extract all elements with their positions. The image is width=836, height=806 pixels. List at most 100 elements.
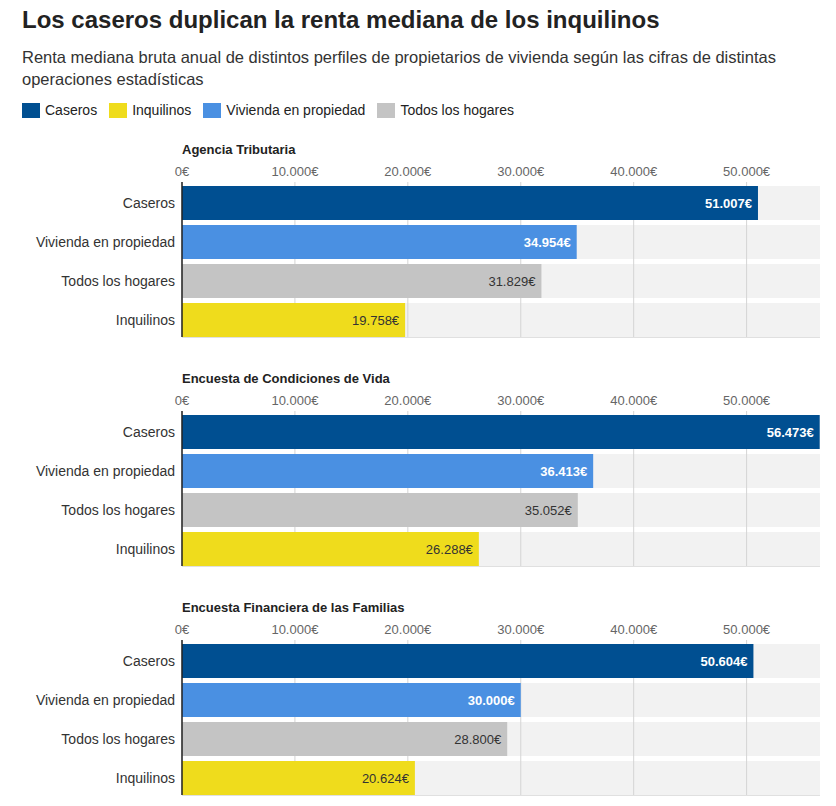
tick-label: 10.000€: [271, 622, 319, 637]
bar-track: [182, 225, 820, 259]
data-label: 50.604€: [700, 654, 747, 669]
legend-swatch: [203, 103, 221, 118]
data-label: 26.288€: [426, 542, 474, 557]
category-label: Todos los hogares: [61, 273, 175, 289]
tick-label: 30.000€: [497, 393, 545, 408]
panel-title: Encuesta de Condiciones de Vida: [182, 371, 391, 386]
data-label: 31.829€: [488, 274, 536, 289]
panel-title: Encuesta Financiera de las Familias: [182, 600, 405, 615]
category-label: Inquilinos: [116, 312, 175, 328]
tick-label: 30.000€: [497, 164, 545, 179]
bar-track: [182, 264, 820, 298]
category-label: Inquilinos: [116, 541, 175, 557]
tick-label: 10.000€: [271, 164, 319, 179]
bar: [182, 761, 415, 795]
category-label: Vivienda en propiedad: [36, 234, 175, 250]
tick-label: 20.000€: [384, 164, 432, 179]
bar: [182, 722, 507, 756]
bar-track: [182, 722, 820, 756]
tick-label: 10.000€: [271, 393, 319, 408]
legend-item: Inquilinos: [109, 102, 191, 118]
data-label: 19.758€: [352, 313, 400, 328]
tick-label: 40.000€: [610, 622, 658, 637]
tick-label: 20.000€: [384, 393, 432, 408]
axis-line: [182, 337, 820, 338]
axis-line: [181, 182, 183, 337]
legend-label: Inquilinos: [132, 102, 191, 118]
bar: [182, 683, 521, 717]
panel-title: Agencia Tributaria: [182, 142, 296, 157]
tick-label: 40.000€: [610, 164, 658, 179]
tick-label: 50.000€: [723, 164, 771, 179]
data-label: 34.954€: [524, 235, 571, 250]
grid-line: [182, 411, 183, 566]
category-label: Todos los hogares: [61, 502, 175, 518]
category-label: Vivienda en propiedad: [36, 692, 175, 708]
category-label: Caseros: [123, 424, 175, 440]
bars: [182, 186, 758, 337]
bars: [182, 644, 753, 795]
data-label: 35.052€: [525, 503, 573, 518]
tick-label: 0€: [175, 393, 190, 408]
tick-label: 0€: [175, 622, 190, 637]
data-label: 56.473€: [767, 425, 814, 440]
legend-label: Todos los hogares: [400, 102, 514, 118]
bar-track: [182, 532, 820, 566]
data-label: 36.413€: [540, 464, 587, 479]
panel: Agencia Tributaria 0€ 10.000€ 20.000€ 30.000…: [36, 142, 820, 338]
axis-line: [182, 566, 820, 567]
category-label: Caseros: [123, 653, 175, 669]
panel: Encuesta Financiera de las Familias 0€ 10.…: [36, 600, 820, 796]
bar-track: [182, 303, 820, 337]
data-label: 28.800€: [454, 732, 502, 747]
legend-swatch: [377, 103, 395, 118]
axis-line: [181, 411, 183, 566]
bar-track: [182, 493, 820, 527]
bar: [182, 264, 541, 298]
category-label: Todos los hogares: [61, 731, 175, 747]
legend-label: Vivienda en propiedad: [226, 102, 365, 118]
bar: [182, 454, 593, 488]
legend-swatch: [109, 103, 127, 118]
tick-label: 40.000€: [610, 393, 658, 408]
bar: [182, 303, 405, 337]
category-label: Caseros: [123, 195, 175, 211]
bar-track: [182, 186, 820, 220]
bar: [182, 532, 479, 566]
bar-track: [182, 454, 820, 488]
legend-label: Caseros: [45, 102, 97, 118]
data-label: 51.007€: [705, 196, 752, 211]
bar: [182, 225, 577, 259]
panel: Encuesta de Condiciones de Vida 0€ 10.000€…: [36, 371, 820, 567]
axis-line: [181, 640, 183, 795]
bars: [182, 415, 820, 566]
tick-label: 50.000€: [723, 393, 771, 408]
category-label: Inquilinos: [116, 770, 175, 786]
data-label: 30.000€: [468, 693, 515, 708]
axis-line: [182, 795, 820, 796]
subtitle: Renta mediana bruta anual de distintos p…: [22, 46, 828, 90]
legend-swatch: [22, 103, 40, 118]
data-label: 20.624€: [362, 771, 410, 786]
tick-label: 30.000€: [497, 622, 545, 637]
bar-track: [182, 644, 820, 678]
bar-track: [182, 415, 820, 449]
title: Los caseros duplican la renta mediana de…: [22, 4, 828, 36]
bar: [182, 415, 820, 449]
bar: [182, 644, 753, 678]
tick-label: 20.000€: [384, 622, 432, 637]
header: Los caseros duplican la renta mediana de…: [22, 4, 828, 118]
bar-track: [182, 761, 820, 795]
legend-item: Todos los hogares: [377, 102, 514, 118]
bar: [182, 493, 578, 527]
charts: Agencia Tributaria 0€ 10.000€ 20.000€ 30.000…: [0, 0, 836, 806]
bar: [182, 186, 758, 220]
legend: Caseros Inquilinos Vivienda en propiedad To…: [22, 102, 828, 118]
grid-line: [182, 182, 183, 337]
tick-label: 50.000€: [723, 622, 771, 637]
legend-item: Caseros: [22, 102, 97, 118]
bar-track: [182, 683, 820, 717]
category-label: Vivienda en propiedad: [36, 463, 175, 479]
tick-label: 0€: [175, 164, 190, 179]
legend-item: Vivienda en propiedad: [203, 102, 365, 118]
